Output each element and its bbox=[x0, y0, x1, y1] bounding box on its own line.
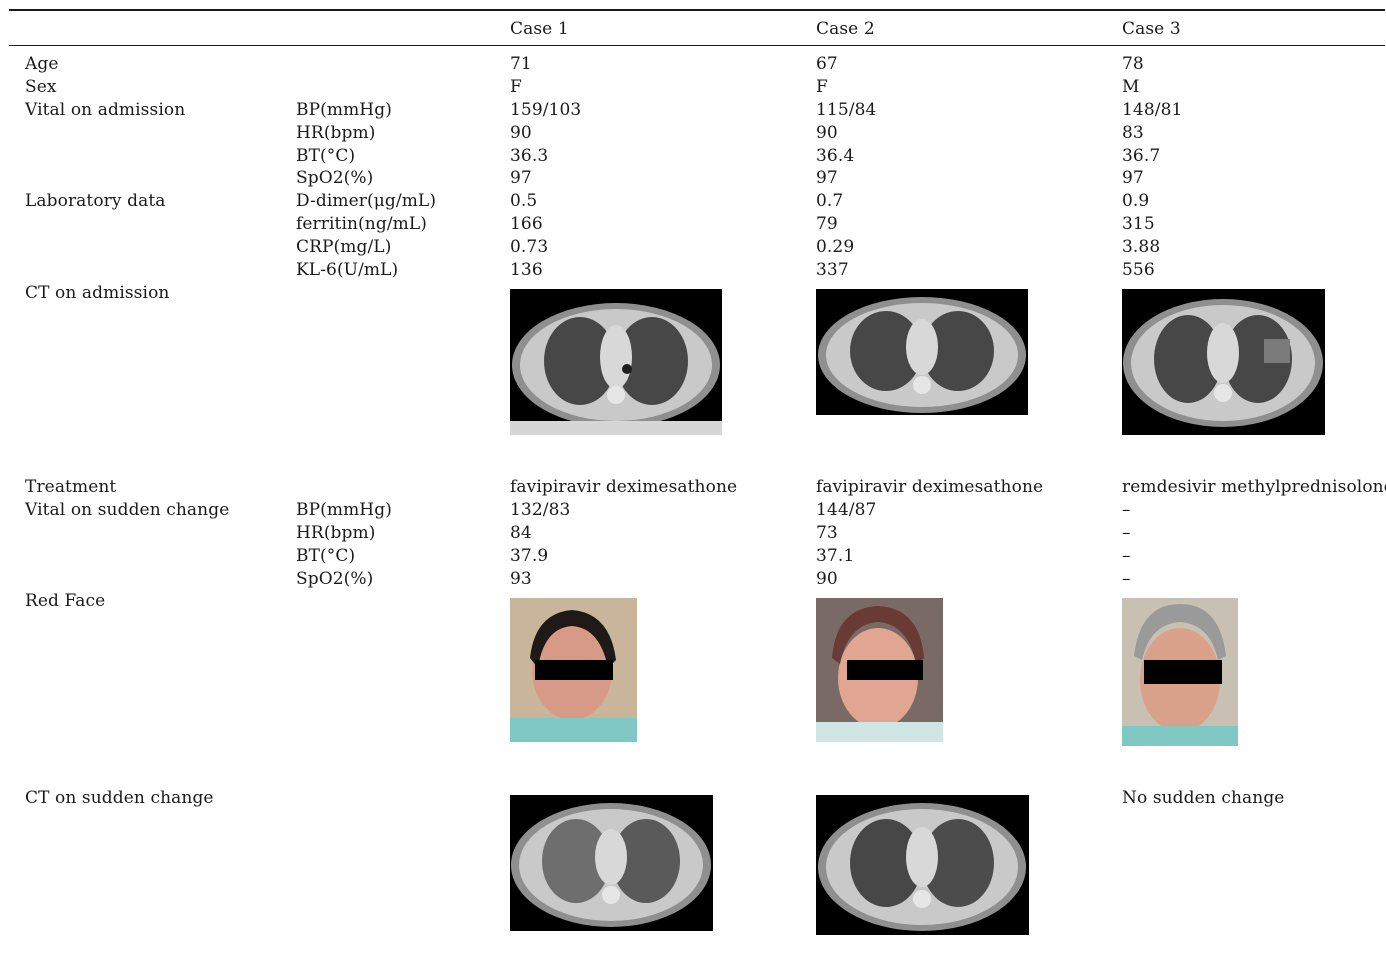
cell-treatment-case2: favipiravir deximesathone bbox=[816, 477, 1044, 497]
cell-bp-sudden-case1: 132/83 bbox=[510, 500, 571, 520]
cell-crp-case1: 0.73 bbox=[510, 237, 549, 257]
cell-ferritin-case2: 79 bbox=[816, 214, 838, 234]
row-label-sex: Sex bbox=[25, 77, 57, 97]
row-label-age: Age bbox=[25, 54, 59, 74]
cell-bp-sudden-case2: 144/87 bbox=[816, 500, 877, 520]
sub-bt-admission: BT(°C) bbox=[296, 146, 356, 166]
row-label-laboratory: Laboratory data bbox=[25, 191, 166, 211]
cell-spo2-sudden-case1: 93 bbox=[510, 569, 532, 589]
top-rule bbox=[9, 9, 1385, 11]
cell-ferritin-case3: 315 bbox=[1122, 214, 1155, 234]
cell-bp-admission-case3: 148/81 bbox=[1122, 100, 1183, 120]
cell-bt-sudden-case3: – bbox=[1122, 546, 1131, 566]
cell-crp-case2: 0.29 bbox=[816, 237, 855, 257]
cell-spo2-admission-case2: 97 bbox=[816, 168, 838, 188]
ct-admission-case1-image bbox=[510, 289, 722, 435]
cell-hr-admission-case2: 90 bbox=[816, 123, 838, 143]
cell-age-case3: 78 bbox=[1122, 54, 1144, 74]
sub-spo2-sudden: SpO2(%) bbox=[296, 569, 374, 589]
cell-spo2-admission-case3: 97 bbox=[1122, 168, 1144, 188]
sub-bt-sudden: BT(°C) bbox=[296, 546, 356, 566]
cell-bp-sudden-case3: – bbox=[1122, 500, 1131, 520]
sub-kl6: KL-6(U/mL) bbox=[296, 260, 399, 280]
sub-bp-admission: BP(mmHg) bbox=[296, 100, 392, 120]
sub-hr-admission: HR(bpm) bbox=[296, 123, 376, 143]
row-label-ct-admission: CT on admission bbox=[25, 283, 170, 303]
cell-age-case2: 67 bbox=[816, 54, 838, 74]
cell-kl6-case2: 337 bbox=[816, 260, 849, 280]
cell-sex-case3: M bbox=[1122, 77, 1140, 97]
header-case-1: Case 1 bbox=[510, 19, 569, 39]
cell-treatment-case3: remdesivir methylprednisolone bbox=[1122, 477, 1386, 497]
cell-bt-sudden-case2: 37.1 bbox=[816, 546, 855, 566]
cell-sex-case1: F bbox=[510, 77, 522, 97]
ct-sudden-case1-image bbox=[510, 795, 713, 931]
cell-treatment-case1: favipiravir deximesathone bbox=[510, 477, 738, 497]
cell-spo2-admission-case1: 97 bbox=[510, 168, 532, 188]
sub-d-dimer: D-dimer(μg/mL) bbox=[296, 191, 437, 211]
row-label-red-face: Red Face bbox=[25, 591, 106, 611]
ct-admission-case2-image bbox=[816, 289, 1028, 415]
sub-crp: CRP(mg/L) bbox=[296, 237, 392, 257]
sub-ferritin: ferritin(ng/mL) bbox=[296, 214, 427, 234]
face-photo-case1 bbox=[510, 598, 637, 742]
header-case-3: Case 3 bbox=[1122, 19, 1181, 39]
cell-age-case1: 71 bbox=[510, 54, 532, 74]
row-label-treatment: Treatment bbox=[25, 477, 117, 497]
sub-spo2-admission: SpO2(%) bbox=[296, 168, 374, 188]
cell-ct-sudden-case3: No sudden change bbox=[1122, 788, 1285, 808]
cell-hr-sudden-case1: 84 bbox=[510, 523, 532, 543]
header-rule bbox=[9, 45, 1385, 46]
cell-sex-case2: F bbox=[816, 77, 828, 97]
row-label-vital-sudden-change: Vital on sudden change bbox=[25, 500, 230, 520]
face-privacy-bar-case3 bbox=[1144, 660, 1222, 684]
face-privacy-bar-case2 bbox=[847, 660, 923, 680]
cell-bp-admission-case2: 115/84 bbox=[816, 100, 877, 120]
cell-hr-admission-case3: 83 bbox=[1122, 123, 1144, 143]
cell-ferritin-case1: 166 bbox=[510, 214, 543, 234]
cell-hr-sudden-case2: 73 bbox=[816, 523, 838, 543]
cell-bt-admission-case1: 36.3 bbox=[510, 146, 549, 166]
sub-bp-sudden: BP(mmHg) bbox=[296, 500, 392, 520]
cell-spo2-sudden-case2: 90 bbox=[816, 569, 838, 589]
ct-sudden-case2-image bbox=[816, 795, 1029, 935]
cell-bt-admission-case2: 36.4 bbox=[816, 146, 855, 166]
face-privacy-bar-case1 bbox=[535, 660, 613, 680]
cell-bt-sudden-case1: 37.9 bbox=[510, 546, 549, 566]
header-case-2: Case 2 bbox=[816, 19, 875, 39]
cell-kl6-case3: 556 bbox=[1122, 260, 1155, 280]
cell-d-dimer-case3: 0.9 bbox=[1122, 191, 1150, 211]
ct-admission-case3-image bbox=[1122, 289, 1325, 435]
sub-hr-sudden: HR(bpm) bbox=[296, 523, 376, 543]
face-photo-case3 bbox=[1122, 598, 1238, 746]
cell-d-dimer-case2: 0.7 bbox=[816, 191, 844, 211]
cell-d-dimer-case1: 0.5 bbox=[510, 191, 538, 211]
cell-crp-case3: 3.88 bbox=[1122, 237, 1161, 257]
cell-hr-admission-case1: 90 bbox=[510, 123, 532, 143]
cell-kl6-case1: 136 bbox=[510, 260, 543, 280]
cell-bt-admission-case3: 36.7 bbox=[1122, 146, 1161, 166]
cell-hr-sudden-case3: – bbox=[1122, 523, 1131, 543]
face-photo-case2 bbox=[816, 598, 943, 742]
cell-bp-admission-case1: 159/103 bbox=[510, 100, 582, 120]
row-label-ct-sudden-change: CT on sudden change bbox=[25, 788, 214, 808]
row-label-vital-admission: Vital on admission bbox=[25, 100, 186, 120]
cell-spo2-sudden-case3: – bbox=[1122, 569, 1131, 589]
